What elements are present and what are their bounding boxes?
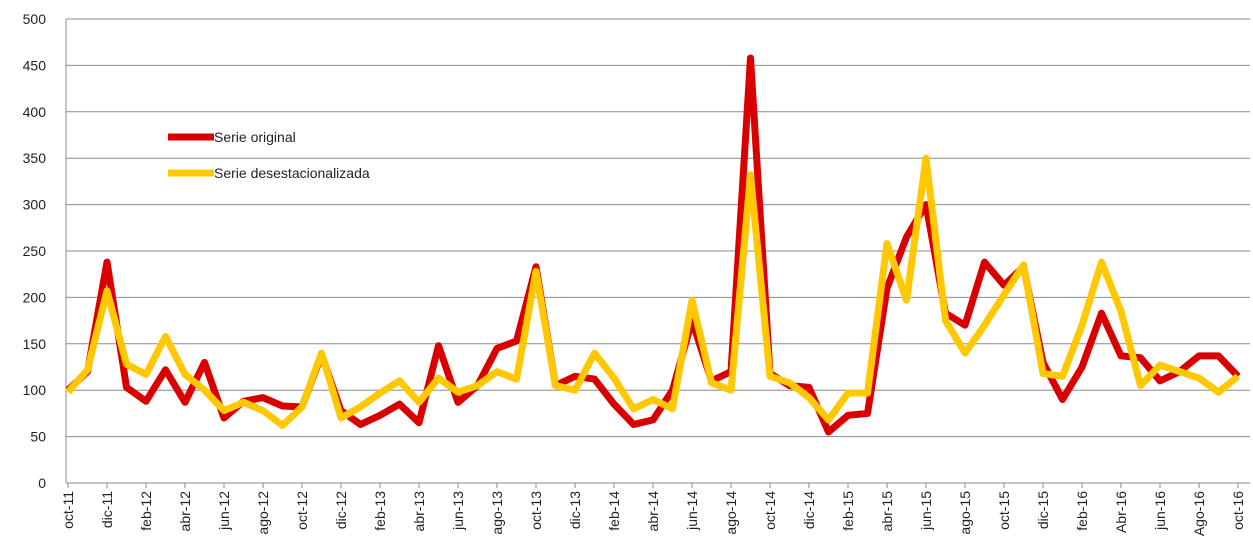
x-tick-label: abr-13 bbox=[411, 491, 427, 532]
x-tick-label: dic-13 bbox=[567, 491, 583, 529]
series-line bbox=[65, 154, 1241, 429]
x-tick-label: oct-12 bbox=[294, 491, 310, 530]
x-tick-label: oct-16 bbox=[1230, 491, 1246, 530]
y-tick-label: 150 bbox=[23, 336, 47, 352]
x-tick-label: oct-13 bbox=[528, 491, 544, 530]
x-tick-label: jun-13 bbox=[450, 491, 466, 531]
legend-label: Serie original bbox=[214, 129, 296, 145]
x-tick-label: abr-12 bbox=[177, 491, 193, 532]
x-tick-label: ago-12 bbox=[255, 491, 271, 535]
x-tick-label: ago-14 bbox=[723, 491, 739, 535]
x-tick-label: oct-11 bbox=[60, 491, 76, 529]
x-tick-label: jun-16 bbox=[1152, 491, 1168, 531]
y-tick-label: 400 bbox=[23, 104, 47, 120]
x-tick-label: Ago-16 bbox=[1191, 491, 1207, 536]
x-tick-label: ago-13 bbox=[489, 491, 505, 535]
x-tick-label: Abr-16 bbox=[1113, 491, 1129, 533]
y-tick-label: 450 bbox=[23, 57, 47, 73]
x-tick-label: jun-15 bbox=[918, 491, 934, 531]
y-tick-label: 50 bbox=[30, 429, 46, 445]
y-tick-label: 500 bbox=[23, 11, 47, 27]
x-tick-label: feb-13 bbox=[372, 491, 388, 531]
y-tick-label: 300 bbox=[23, 197, 47, 213]
x-tick-label: dic-15 bbox=[1035, 491, 1051, 529]
x-tick-label: dic-12 bbox=[333, 491, 349, 529]
y-tick-label: 250 bbox=[23, 243, 47, 259]
x-tick-label: feb-15 bbox=[840, 491, 856, 531]
legend-label: Serie desestacionalizada bbox=[214, 165, 370, 181]
x-tick-label: dic-14 bbox=[801, 491, 817, 529]
x-tick-label: ago-15 bbox=[957, 491, 973, 535]
y-tick-label: 350 bbox=[23, 150, 47, 166]
y-tick-label: 100 bbox=[23, 382, 47, 398]
x-tick-label: feb-12 bbox=[138, 491, 154, 531]
x-tick-label: jun-14 bbox=[684, 491, 700, 531]
x-tick-label: oct-15 bbox=[996, 491, 1012, 530]
y-tick-label: 0 bbox=[38, 475, 46, 491]
x-tick-label: abr-14 bbox=[645, 491, 661, 532]
y-tick-label: 200 bbox=[23, 289, 47, 305]
x-tick-label: feb-14 bbox=[606, 491, 622, 531]
x-tick-label: abr-15 bbox=[879, 491, 895, 532]
x-tick-label: oct-14 bbox=[762, 491, 778, 530]
x-tick-label: feb-16 bbox=[1074, 491, 1090, 531]
x-tick-label: jun-12 bbox=[216, 491, 232, 531]
x-tick-label: dic-11 bbox=[99, 491, 115, 528]
